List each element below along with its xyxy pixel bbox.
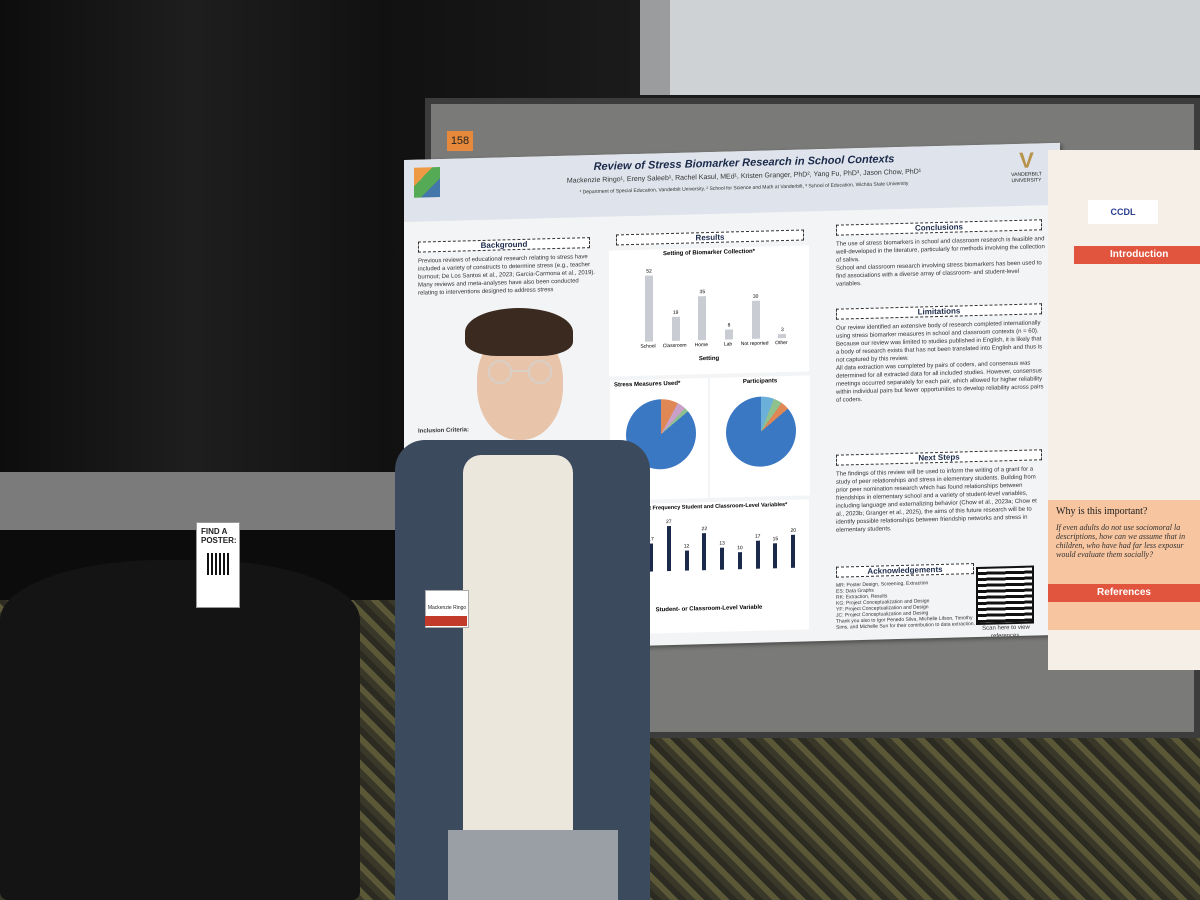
setting-bar-label: 19 [672,309,679,316]
ccdl-logo: CCDL [1088,200,1158,224]
setting-bar [778,334,787,339]
limitation-item: All data extraction was completed by pai… [836,360,1044,404]
sign-qr-icon[interactable] [207,553,229,575]
variable-bar-label: 27 [665,518,672,526]
why-text: If even adults do not use sociomoral la … [1056,523,1186,559]
setting-tick-label: Not reported [740,340,769,348]
participants-title: Participants [742,378,778,386]
variable-bar-label: 22 [701,526,708,533]
setting-bar [645,275,653,342]
setting-chart-title: Setting of Biomarker Collection* [662,248,755,258]
limitation-item: Our review identified an extensive body … [836,320,1043,364]
setting-bar-label: 8 [727,322,731,329]
variable-bar [720,547,725,570]
setting-chart-xlabel: Setting [698,355,720,363]
variable-bar [791,534,796,568]
participants-panel: Participants [710,375,810,498]
participants-pie [726,395,796,468]
variable-bar-label: 20 [790,527,796,534]
section-conclusions: Conclusions [836,219,1042,236]
neighbor-poster: CCDL Introduction Why is this important?… [1048,150,1200,670]
setting-bar-label: 35 [699,288,706,295]
limitations-list: Our review identified an extensive body … [836,319,1046,448]
acknowledgements-list: MR: Poster Design, Screening, Extraction… [836,580,975,631]
variable-bar [773,543,778,569]
references-heading: References [1048,584,1200,602]
person-pants [448,830,618,900]
section-results: Results [616,229,804,246]
section-acknowledgements: Acknowledgements [836,563,974,578]
variable-bar [702,533,707,571]
setting-bar-label: 30 [752,293,759,300]
setting-tick-label: Lab [723,341,733,348]
section-next-steps: Next Steps [836,449,1042,466]
setting-tick-label: Home [694,342,708,349]
setting-tick-label: Classroom [662,342,687,350]
find-poster-sign: FIND A POSTER: [196,522,240,608]
variable-bar-label: 13 [719,540,725,548]
setting-bar-label: 52 [646,268,652,275]
setting-bar [671,316,680,341]
lab-logo-icon [414,167,440,198]
variable-bar [684,550,689,571]
conclusion-item: School and classroom research involving … [836,260,1042,288]
section-background: Background [418,237,590,253]
board-number: 158 [447,131,473,151]
next-steps-text: The findings of this review will be used… [836,466,1037,534]
variable-bar [755,540,760,569]
setting-chart: Setting of Biomarker Collection* 52 Schoo… [609,245,809,377]
setting-bar [725,329,733,340]
variables-bars: 17 27 12 22 13 10 17 15 20 [643,518,803,572]
variable-bar-label: 12 [683,543,690,550]
vanderbilt-logo: V VANDERBILT UNIVERSITY [1011,147,1042,185]
why-heading: Why is this important? [1056,506,1148,517]
setting-tick-label: School [640,343,656,350]
section-limitations: Limitations [836,303,1042,320]
setting-bar-label: 3 [780,327,784,334]
badge-ribbon [425,616,467,626]
variable-bar [737,552,742,570]
glasses-icon [488,360,552,384]
wall-column [640,0,670,95]
why-box: Why is this important? If even adults do… [1048,500,1200,630]
setting-bar [751,300,760,339]
setting-tick-label: Other [775,339,788,347]
person-tshirt [463,455,573,835]
variable-bar-label: 15 [772,536,779,543]
setting-bar [698,295,707,341]
person-hair [465,308,573,356]
window-panel [640,0,1200,95]
qr-code-icon[interactable] [976,565,1034,626]
setting-bars: 52 School 19 Classroom 35 Home 8 Lab 30 Not repor… [639,262,799,350]
variable-bar [666,526,671,572]
variable-bar-label: 10 [737,545,743,552]
conclusions-list: The use of stress biomarkers in school a… [836,235,1046,288]
stress-measures-title: Stress Measures Used* [614,380,681,389]
introduction-heading: Introduction [1074,246,1200,264]
cocktail-table [0,560,360,900]
variable-bar-label: 17 [754,533,761,540]
